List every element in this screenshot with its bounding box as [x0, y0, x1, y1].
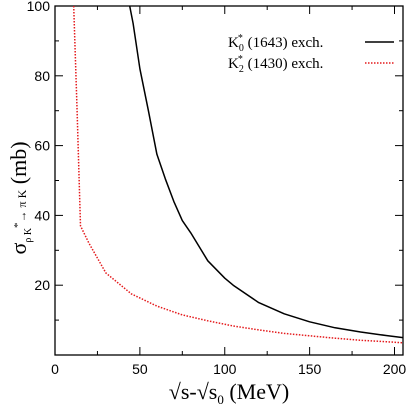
- y-tick-label: 60: [34, 138, 50, 154]
- series-line-k0-1643: [128, 6, 403, 339]
- axes: 0 50 100 150 200 20 40 60 80 100: [27, 0, 407, 377]
- x-tick-label: 50: [132, 361, 148, 377]
- y-tick-label: 40: [34, 207, 50, 223]
- series-line-k2-1430: [72, 6, 403, 344]
- series-group: [72, 6, 403, 344]
- y-tick-label: 100: [27, 0, 51, 14]
- x-tick-label: 100: [213, 361, 237, 377]
- legend-label: K2* (1430) exch.: [228, 54, 323, 75]
- legend: K0* (1643) exch.K2* (1430) exch.: [228, 33, 394, 75]
- x-tick-label: 0: [51, 361, 59, 377]
- legend-label: K0* (1643) exch.: [228, 33, 323, 54]
- y-tick-label: 20: [34, 277, 50, 293]
- y-axis-title: σρ K*→ π K (mb): [6, 141, 34, 254]
- x-tick-label: 200: [383, 361, 407, 377]
- y-tick-label: 80: [34, 68, 50, 84]
- x-tick-label: 150: [298, 361, 322, 377]
- x-axis-title: √s-√s0 (MeV): [169, 379, 289, 407]
